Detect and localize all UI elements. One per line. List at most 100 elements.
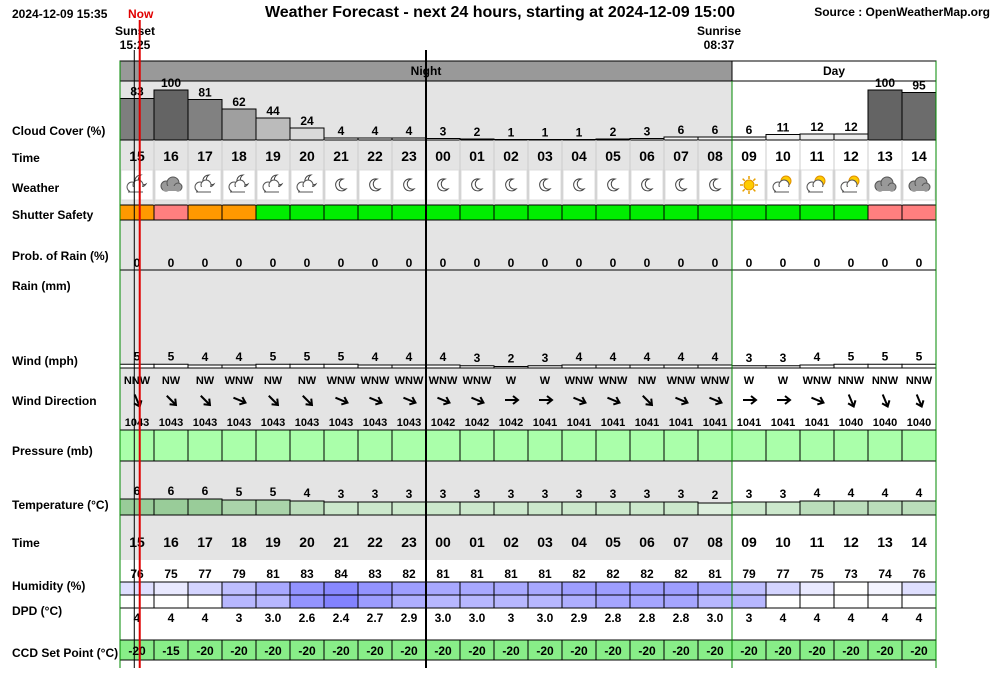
cloudy-icon — [908, 176, 931, 192]
wind-bar — [255, 363, 291, 369]
time-label: 18 — [231, 148, 247, 164]
wind-value: 2 — [508, 352, 515, 366]
ccd-value: -20 — [298, 644, 316, 658]
wind-direction-label: W — [540, 375, 551, 387]
temperature-value: 3 — [542, 487, 549, 501]
pressure-value: 1041 — [805, 417, 829, 429]
prob-rain-value: 0 — [338, 256, 345, 270]
time-label-bottom: 23 — [401, 534, 417, 550]
pressure-bar — [289, 429, 325, 462]
cloud-value: 2 — [610, 125, 617, 139]
dpd-value: 2.6 — [299, 611, 316, 625]
time-label-bottom: 15 — [129, 534, 145, 550]
time-label: 22 — [367, 148, 383, 164]
prob-rain-value: 0 — [814, 256, 821, 270]
humidity-cell — [357, 581, 393, 596]
pressure-value: 1041 — [635, 417, 659, 429]
pressure-value: 1041 — [567, 417, 591, 429]
pressure-bar — [901, 429, 937, 462]
pressure-bar — [255, 429, 291, 462]
shutter-cell — [527, 204, 563, 221]
shutter-cell — [697, 204, 733, 221]
wind-direction-label: NW — [196, 375, 215, 387]
ccd-value: -20 — [740, 644, 758, 658]
wind-value: 4 — [202, 350, 209, 364]
cloud-value: 100 — [875, 76, 895, 90]
sun-ray — [752, 188, 756, 192]
time-label-bottom: 18 — [231, 534, 247, 550]
time-label-bottom: 22 — [367, 534, 383, 550]
dpd-value: 2.4 — [333, 611, 350, 625]
source-label: Source : OpenWeatherMap.org — [814, 5, 990, 19]
dpd-cell — [425, 594, 461, 609]
time-label: 15 — [129, 148, 145, 164]
humidity-value: 79 — [742, 567, 756, 581]
prob-rain-value: 0 — [474, 256, 481, 270]
shutter-cell — [867, 204, 903, 221]
wind-direction-label: NW — [162, 375, 181, 387]
humidity-value: 76 — [912, 567, 926, 581]
humidity-cell — [629, 581, 665, 596]
pressure-bar — [561, 429, 597, 462]
pressure-value: 1041 — [771, 417, 795, 429]
wind-direction-label: WNW — [361, 375, 390, 387]
dpd-value: 4 — [916, 611, 923, 625]
wind-direction-label: NNW — [124, 375, 151, 387]
pressure-bar — [493, 429, 529, 462]
pressure-value: 1043 — [193, 417, 217, 429]
arrow-head — [817, 396, 825, 406]
time-label: 08 — [707, 148, 723, 164]
arrow-head — [645, 398, 654, 407]
sunset-time: 15:25 — [119, 38, 151, 52]
time-label-bottom: 11 — [810, 534, 825, 550]
prob-rain-value: 0 — [610, 256, 617, 270]
pressure-value: 1041 — [669, 417, 693, 429]
dpd-cell — [357, 594, 393, 609]
cloudy-icon — [160, 176, 183, 192]
wind-direction-label: W — [744, 375, 755, 387]
weather-cell — [698, 169, 732, 201]
wind-direction-label: WNW — [565, 375, 594, 387]
arrow-head — [847, 400, 857, 408]
arrow-head — [784, 395, 792, 405]
pressure-bar — [391, 429, 427, 462]
moon-icon — [369, 178, 382, 192]
arrow-head — [341, 396, 349, 406]
arrow-shaft — [881, 394, 889, 406]
temperature-bar — [323, 501, 359, 516]
humidity-value: 73 — [844, 567, 858, 581]
sun-ray — [742, 188, 746, 192]
wind-arrow-icon — [709, 396, 723, 406]
shutter-cell — [221, 204, 257, 221]
arrow-head — [613, 396, 621, 406]
arrow-head — [375, 396, 383, 406]
arrow-head — [477, 396, 485, 406]
shutter-cell — [901, 204, 937, 221]
cloud-value: 83 — [130, 85, 144, 99]
arrow-head — [512, 395, 520, 405]
dpd-cell — [289, 594, 325, 609]
wind-direction-label: NNW — [906, 375, 933, 387]
pressure-bar — [425, 429, 461, 462]
weather-cell — [358, 169, 392, 201]
cloud-bar — [221, 108, 257, 141]
wind-direction-label: WNW — [701, 375, 730, 387]
arrow-head — [169, 398, 178, 407]
humidity-value: 79 — [232, 567, 246, 581]
humidity-cell — [867, 581, 903, 596]
wind-bar — [323, 363, 359, 369]
cloud-value: 11 — [777, 121, 790, 135]
dpd-cell — [799, 594, 835, 609]
time-label: 19 — [265, 148, 281, 164]
pressure-bar — [765, 429, 801, 462]
prob-rain-value: 0 — [236, 256, 243, 270]
arrow-shaft — [403, 396, 415, 404]
moon-icon — [675, 178, 688, 192]
cloud-part — [844, 187, 857, 192]
wind-bar — [289, 363, 325, 369]
weather-cell — [324, 169, 358, 201]
ccd-value: -20 — [128, 644, 146, 658]
cloud-part — [776, 187, 789, 192]
now-label: Now — [128, 7, 154, 21]
temperature-value: 6 — [134, 484, 141, 498]
